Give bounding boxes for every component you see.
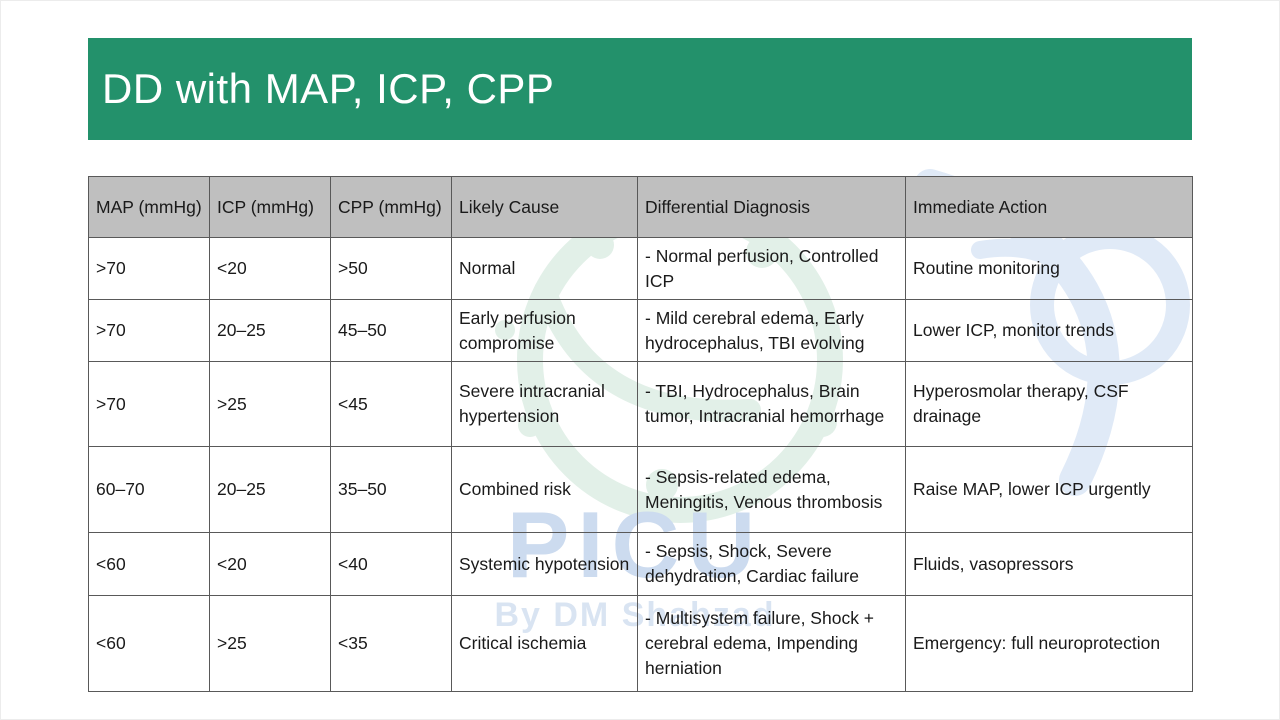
column-header: Differential Diagnosis — [637, 176, 906, 238]
title-banner: DD with MAP, ICP, CPP — [88, 38, 1192, 140]
table-cell: 60–70 — [88, 446, 210, 533]
table-cell: <20 — [209, 532, 331, 596]
table-cell: - Mild cerebral edema, Early hydrocephal… — [637, 299, 906, 362]
table-cell: <60 — [88, 532, 210, 596]
column-header: Immediate Action — [905, 176, 1193, 238]
table-cell: 20–25 — [209, 299, 331, 362]
table-cell: >70 — [88, 299, 210, 362]
table-cell: >50 — [330, 237, 452, 300]
table-cell: 35–50 — [330, 446, 452, 533]
table-cell: - Multisystem failure, Shock + cerebral … — [637, 595, 906, 692]
table-cell: Systemic hypotension — [451, 532, 638, 596]
table-cell: Raise MAP, lower ICP urgently — [905, 446, 1193, 533]
table-row: 60–70 20–25 35–50 Combined risk - Sepsis-rel… — [88, 446, 1193, 533]
table-cell: Emergency: full neuroprotection — [905, 595, 1193, 692]
table-cell: >25 — [209, 595, 331, 692]
column-header: MAP (mmHg) — [88, 176, 210, 238]
column-header: CPP (mmHg) — [330, 176, 452, 238]
table-cell: >70 — [88, 361, 210, 447]
table-row: <60 >25 <35 Critical ischemia - Multisystem … — [88, 595, 1193, 692]
table-cell: <40 — [330, 532, 452, 596]
table-row: >70 <20 >50 Normal - Normal perfusion, Contr… — [88, 237, 1193, 300]
dd-table: MAP (mmHg) ICP (mmHg) CPP (mmHg) Likely Cau… — [88, 176, 1193, 692]
table-header-row: MAP (mmHg) ICP (mmHg) CPP (mmHg) Likely Cau… — [88, 176, 1193, 238]
column-header: ICP (mmHg) — [209, 176, 331, 238]
table-cell: - Sepsis-related edema, Meningitis, Veno… — [637, 446, 906, 533]
table-cell: - Normal perfusion, Controlled ICP — [637, 237, 906, 300]
table-cell: - Sepsis, Shock, Severe dehydration, Car… — [637, 532, 906, 596]
table-cell: 20–25 — [209, 446, 331, 533]
table-cell: >70 — [88, 237, 210, 300]
table-row: >70 20–25 45–50 Early perfusion compromise -… — [88, 299, 1193, 362]
table-cell: Critical ischemia — [451, 595, 638, 692]
table-cell: 45–50 — [330, 299, 452, 362]
table-cell: - TBI, Hydrocephalus, Brain tumor, Intra… — [637, 361, 906, 447]
table-cell: Severe intracranial hypertension — [451, 361, 638, 447]
table-cell: <45 — [330, 361, 452, 447]
dd-table-container: MAP (mmHg) ICP (mmHg) CPP (mmHg) Likely Cau… — [88, 176, 1193, 692]
table-cell: Combined risk — [451, 446, 638, 533]
table-cell: >25 — [209, 361, 331, 447]
table-cell: <60 — [88, 595, 210, 692]
table-row: <60 <20 <40 Systemic hypotension - Sepsis, S… — [88, 532, 1193, 596]
table-cell: Routine monitoring — [905, 237, 1193, 300]
table-cell: <35 — [330, 595, 452, 692]
column-header: Likely Cause — [451, 176, 638, 238]
table-cell: <20 — [209, 237, 331, 300]
slide-title: DD with MAP, ICP, CPP — [102, 65, 555, 112]
table-cell: Fluids, vasopressors — [905, 532, 1193, 596]
table-cell: Normal — [451, 237, 638, 300]
table-cell: Early perfusion compromise — [451, 299, 638, 362]
table-row: >70 >25 <45 Severe intracranial hypertensio… — [88, 361, 1193, 447]
table-cell: Hyperosmolar therapy, CSF drainage — [905, 361, 1193, 447]
table-cell: Lower ICP, monitor trends — [905, 299, 1193, 362]
